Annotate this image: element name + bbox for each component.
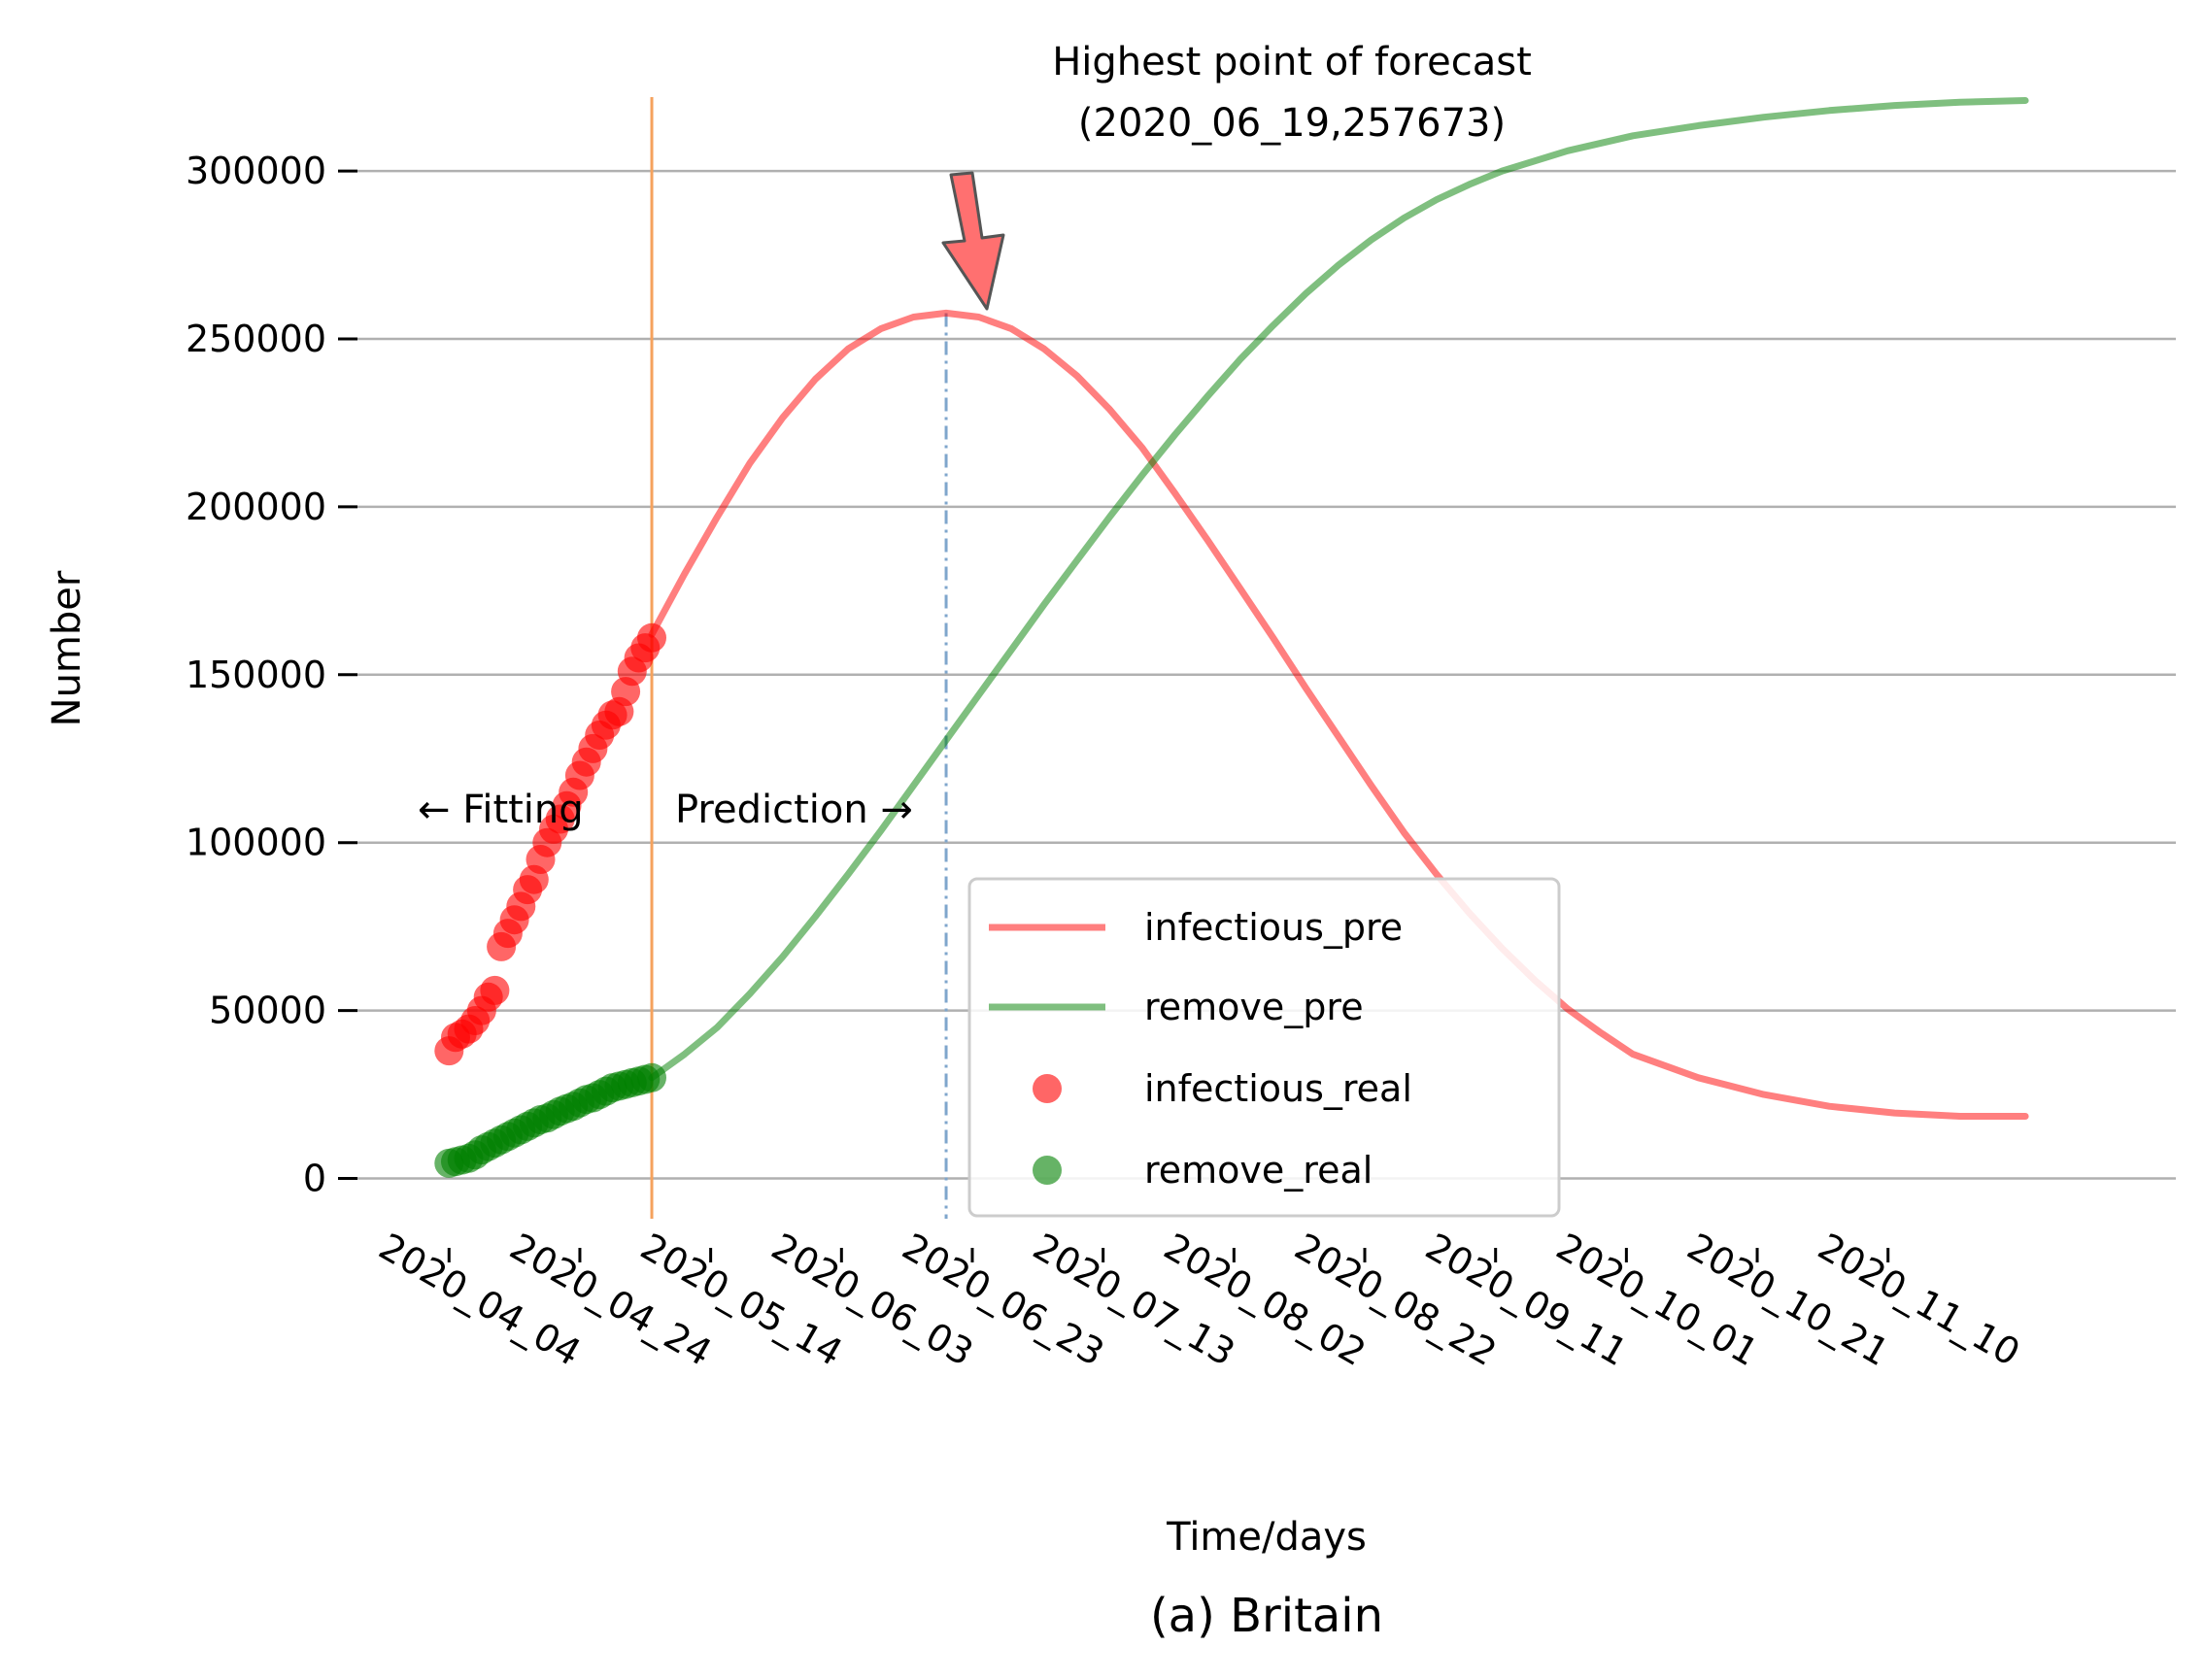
legend-label-infectious-real: infectious_real [1144,1067,1412,1110]
annotations: Highest point of forecast (2020_06_19,25… [418,40,1532,832]
legend: infectious_pre remove_pre infectious_rea… [967,877,1561,1218]
legend-frame [967,877,1561,1218]
x-axis-label: Time/days [1166,1515,1367,1560]
fitting-label: ← Fitting [418,788,584,832]
peak-annotation-value: (2020_06_19,257673) [1078,101,1506,146]
y-tick-label: 100000 [186,822,326,864]
point-infectious-real [480,975,510,1005]
legend-swatch-infectious-real [1033,1074,1062,1103]
y-axis-label: Number [45,570,89,726]
y-tick-label: 50000 [209,990,326,1032]
plot-series [434,97,2029,1178]
point-remove-real [637,1062,666,1092]
y-tick-label: 300000 [186,150,326,192]
series-line-remove-pre [648,97,2029,1082]
legend-swatch-remove-real [1033,1156,1062,1185]
legend-label-remove-real: remove_real [1144,1149,1373,1192]
point-infectious-real [637,622,666,653]
prediction-label: Prediction → [675,788,913,832]
y-tick-label: 200000 [186,486,326,528]
grid-lines [357,169,2176,1180]
y-axis: 0 50000 100000 150000 200000 250000 300000 [186,150,357,1200]
x-axis: 2020_04_042020_04_242020_05_142020_06_03… [372,1225,2027,1374]
y-tick-label: 0 [303,1158,326,1200]
legend-label-remove-pre: remove_pre [1144,986,1364,1028]
legend-label-infectious-pre: infectious_pre [1144,906,1403,949]
peak-arrow-icon [941,171,1005,311]
reference-lines [650,97,948,1219]
y-tick-label: 250000 [186,318,326,360]
y-tick-label: 150000 [186,654,326,696]
chart-caption: (a) Britain [1150,1589,1383,1643]
series-line-infectious-pre [648,309,2029,1120]
peak-annotation-title: Highest point of forecast [1052,40,1532,84]
